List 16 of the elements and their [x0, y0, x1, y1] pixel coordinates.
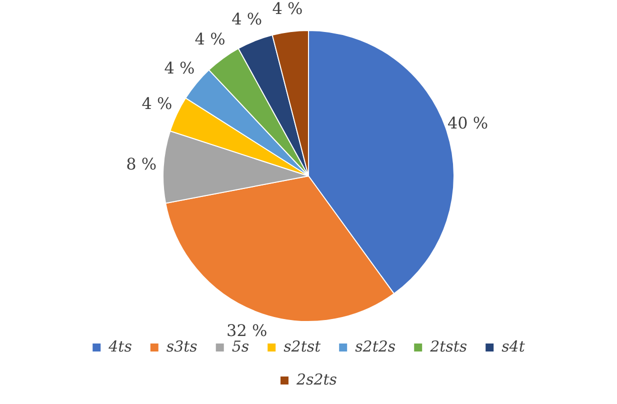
legend-label: s2t2s — [355, 337, 396, 356]
data-label: 40 % — [447, 113, 488, 132]
data-label: 4 % — [142, 94, 172, 113]
data-label: 32 % — [226, 320, 268, 340]
legend-label: s4t — [502, 337, 526, 356]
data-label: 4 % — [272, 0, 303, 18]
legend-label: s3ts — [166, 337, 198, 356]
legend-label: 2s2ts — [295, 370, 338, 388]
legend-label: 5s — [232, 337, 250, 356]
data-label: 4 % — [164, 58, 195, 78]
data-label: 4 % — [194, 30, 226, 49]
data-label: 8 % — [126, 154, 157, 174]
legend-label: s2tst — [284, 337, 322, 356]
legend-label: 4ts — [108, 337, 132, 356]
data-label: 4 % — [232, 9, 262, 28]
legend-label: 2tsts — [429, 337, 468, 356]
